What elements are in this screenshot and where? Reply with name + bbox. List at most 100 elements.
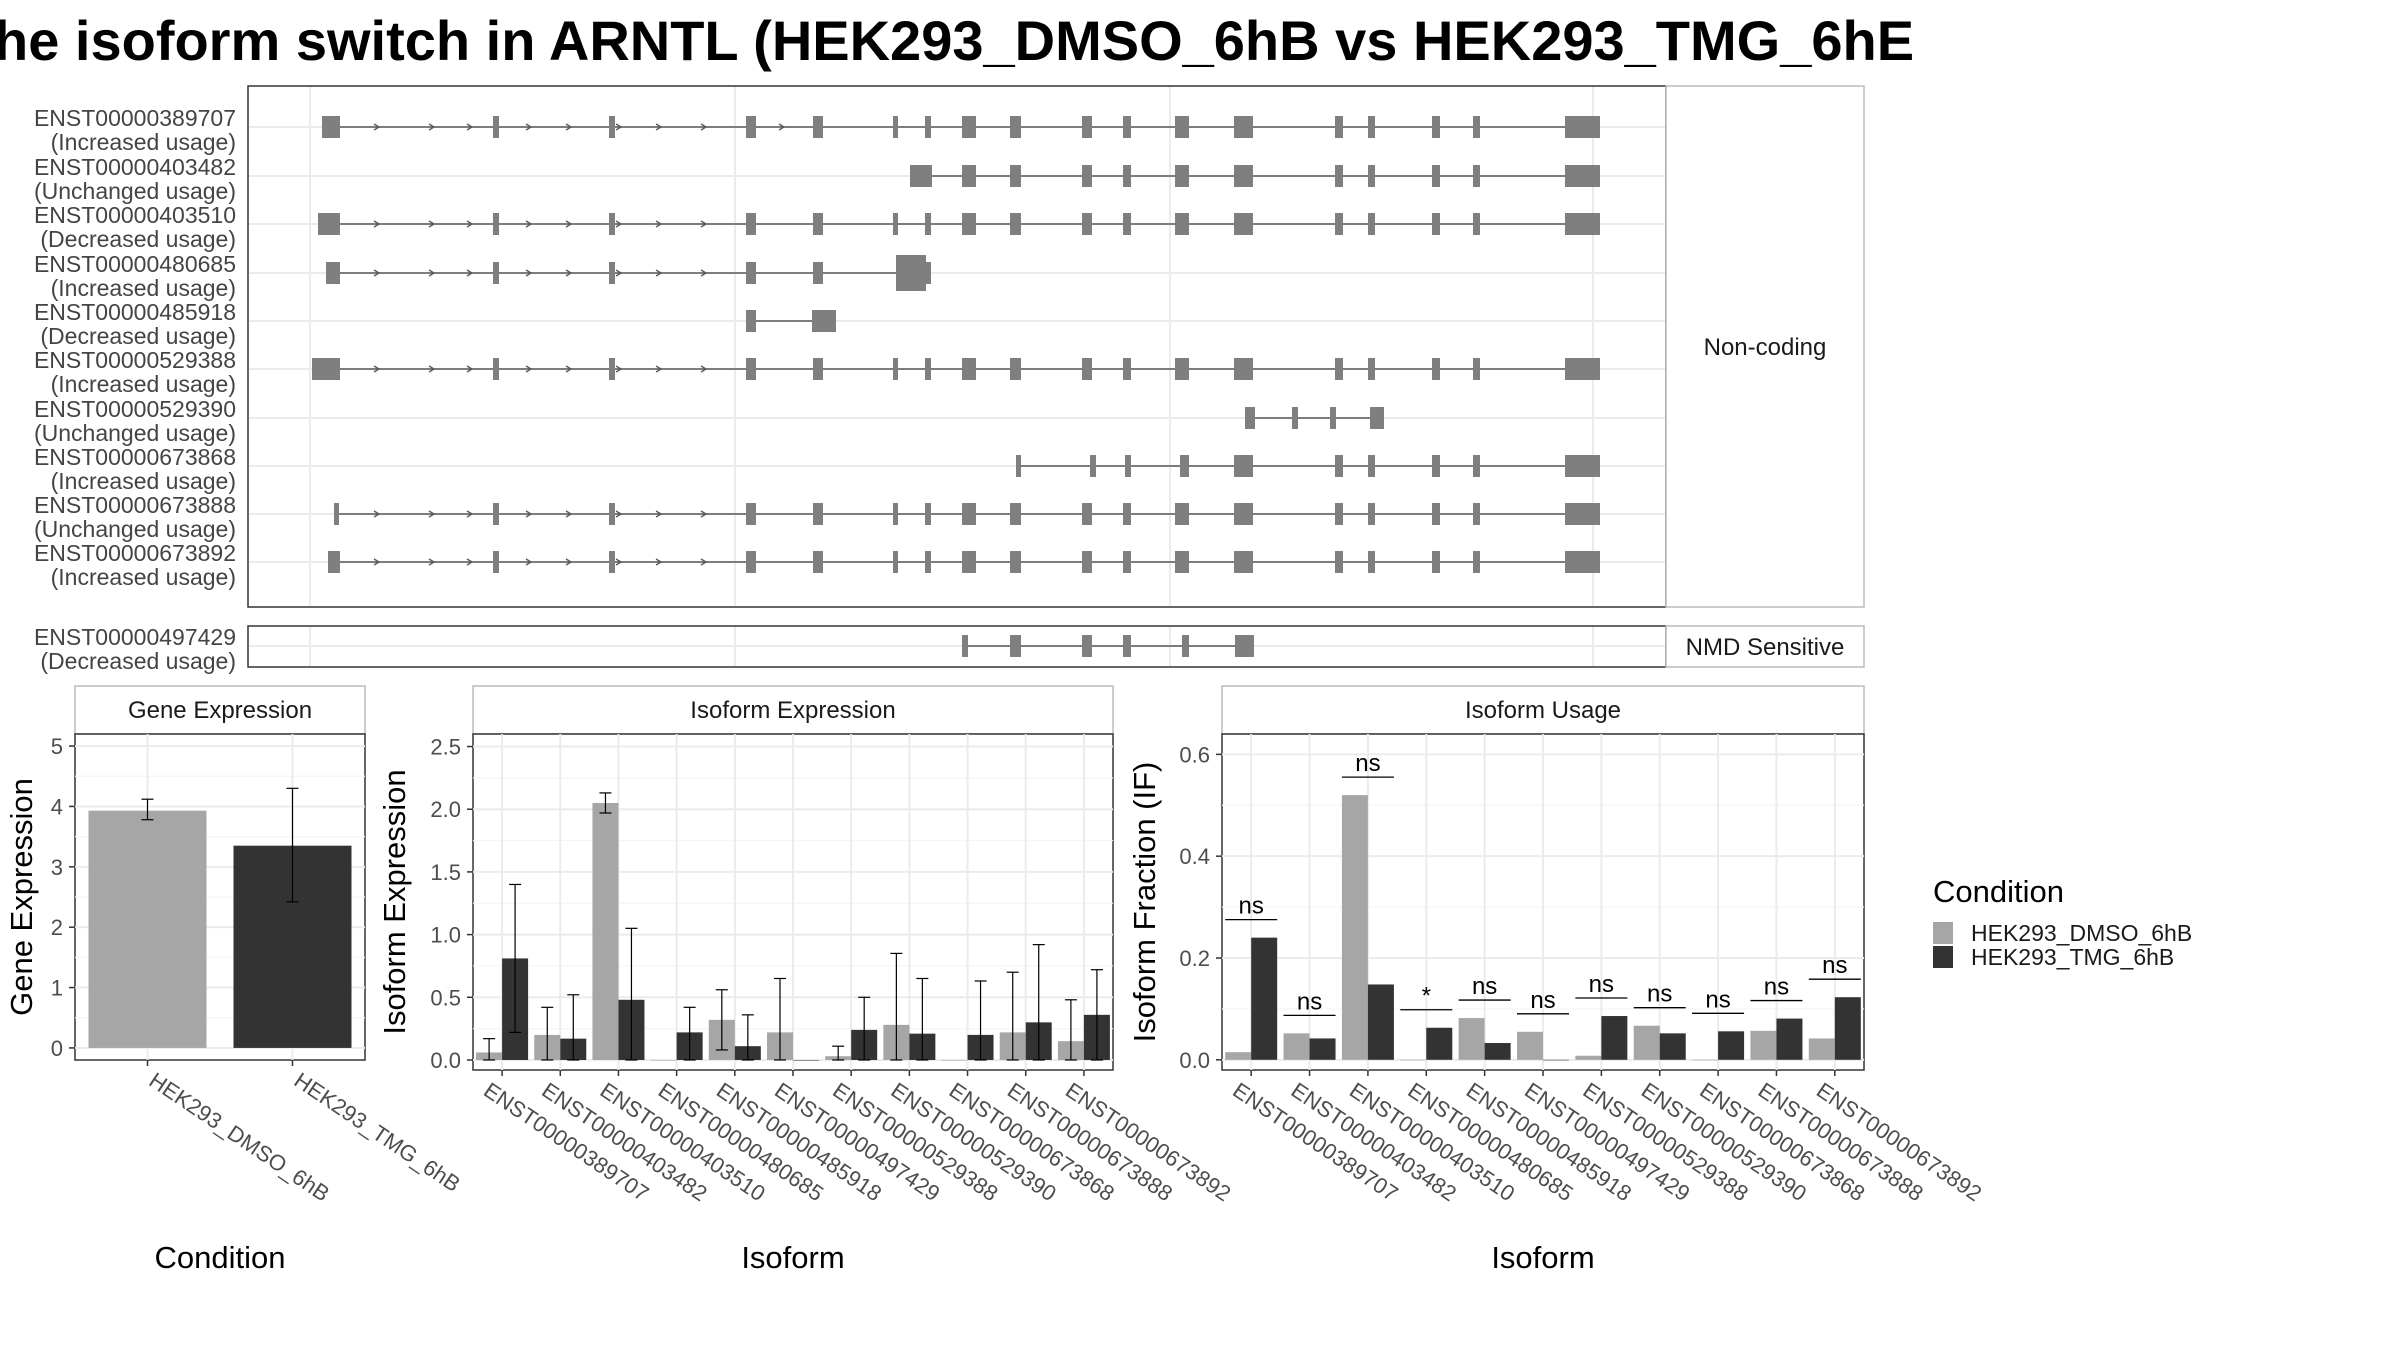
bar-enst00000389707-hek293-dmso-6hb [1225, 1052, 1252, 1060]
significance-label: ns [1472, 973, 1497, 1000]
significance-label: ns [1705, 986, 1730, 1013]
isoform-expression-x-axis-label: Isoform [741, 1240, 844, 1275]
y-tick-label: 0.0 [430, 1048, 461, 1073]
exon [1368, 165, 1375, 187]
transcript-id-enst00000497429: ENST00000497429 [34, 624, 236, 650]
exon [1010, 165, 1021, 187]
isoform-usage-y-axis-label: Isoform Fraction (IF) [1127, 762, 1162, 1043]
gene-expression-strip [74, 685, 366, 735]
exon [1175, 213, 1189, 235]
isoform-expression-strip [472, 685, 1114, 735]
exon [925, 551, 931, 573]
intron-arrow [700, 220, 708, 228]
exon [1175, 165, 1189, 187]
isoform-usage-y-ticks: 0.0 0.2 0.4 0.6 [1179, 742, 1222, 1073]
exon [813, 551, 823, 573]
transcript-track-enst00000673888 [334, 503, 1600, 525]
exon [962, 165, 976, 187]
y-tick-label: 2.0 [430, 797, 461, 822]
exon [1368, 213, 1375, 235]
legend-label-dmso: HEK293_DMSO_6hB [1971, 920, 2192, 946]
intron-arrow [700, 269, 708, 277]
exon [328, 551, 340, 573]
isoform-expression-y-ticks: 0.0 0.5 1.0 1.5 2.0 2.5 [430, 735, 473, 1073]
transcript-labels: ENST00000389707(Increased usage)ENST0000… [34, 105, 236, 674]
bar-enst00000529390-hek293-dmso-6hb [1633, 1025, 1660, 1060]
exon [925, 358, 931, 380]
bar-enst00000480685-hek293-dmso-6hb [650, 1059, 677, 1061]
y-tick-label: 4 [51, 794, 63, 819]
exon [1368, 358, 1375, 380]
exon [1175, 358, 1189, 380]
exon [1578, 503, 1600, 525]
transcript-id-enst00000673892: ENST00000673892 [34, 540, 236, 566]
exon [1565, 165, 1578, 187]
exon [493, 262, 499, 284]
exon [746, 310, 756, 332]
exon [813, 503, 823, 525]
exon [1175, 503, 1189, 525]
exon [1565, 551, 1578, 573]
transcript-id-enst00000480685: ENST00000480685 [34, 251, 236, 277]
exon [1292, 407, 1298, 429]
exon [1473, 213, 1480, 235]
intron-arrow [615, 123, 623, 131]
exon [609, 358, 615, 380]
intron-arrow [615, 558, 623, 566]
figure-title: he isoform switch in ARNTL (HEK293_DMSO_… [0, 9, 1914, 72]
bar-enst00000403510-hek293-tmg-6hb [1367, 984, 1394, 1060]
exon [609, 262, 615, 284]
exon [746, 116, 756, 138]
structure-panel-frame [247, 85, 1667, 608]
exon [1125, 455, 1131, 477]
exon [1432, 358, 1440, 380]
exon [893, 116, 898, 138]
y-tick-label: 1.0 [430, 923, 461, 948]
transcript-usage-enst00000529390: (Unchanged usage) [34, 420, 236, 446]
exon [1010, 503, 1021, 525]
legend-key-dmso [1933, 922, 1953, 944]
bar-enst00000529390-hek293-tmg-6hb [1659, 1033, 1686, 1060]
intron-arrow [655, 123, 663, 131]
exon [1335, 165, 1343, 187]
exon [1123, 551, 1131, 573]
gene-expression-bars [88, 787, 352, 1048]
structure-strip-label-noncoding: Non-coding [1704, 334, 1827, 361]
exon [893, 551, 898, 573]
exon [1245, 407, 1255, 429]
transcript-id-enst00000673868: ENST00000673868 [34, 444, 236, 470]
exon [1473, 503, 1480, 525]
transcript-usage-enst00000673888: (Unchanged usage) [34, 516, 236, 542]
gene-expression-y-axis-label: Gene Expression [4, 778, 39, 1016]
exon [1473, 551, 1480, 573]
significance-label: ns [1297, 988, 1322, 1015]
bar-enst00000480685-hek293-tmg-6hb [1426, 1027, 1453, 1060]
exon [1335, 455, 1343, 477]
transcript-id-enst00000529388: ENST00000529388 [34, 347, 236, 373]
intron-arrow [466, 220, 474, 228]
transcript-track-enst00000673868 [1016, 455, 1600, 477]
exon [1175, 551, 1189, 573]
exon [962, 116, 976, 138]
exon [962, 551, 976, 573]
transcript-track-enst00000497429 [962, 635, 1254, 657]
significance-label: ns [1822, 952, 1847, 979]
exon [1010, 213, 1021, 235]
exon [746, 358, 756, 380]
intron-arrow [565, 269, 573, 277]
intron-arrow [565, 558, 573, 566]
significance-label: ns [1589, 971, 1614, 998]
exon [893, 213, 898, 235]
exon [1082, 358, 1092, 380]
intron-arrow [466, 123, 474, 131]
exon [609, 213, 615, 235]
exon [493, 358, 499, 380]
bar-enst00000485918-hek293-tmg-6hb [1484, 1043, 1511, 1060]
exon [746, 503, 756, 525]
exon [493, 116, 499, 138]
exon [813, 213, 823, 235]
exon [1330, 407, 1336, 429]
intron-arrow [655, 269, 663, 277]
exon [1432, 503, 1440, 525]
bar-enst00000497429-hek293-tmg-6hb [793, 1059, 819, 1061]
